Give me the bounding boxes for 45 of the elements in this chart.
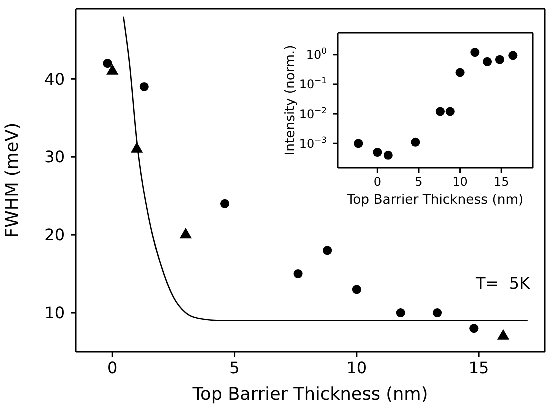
y-tick-label: 10$^{−1}$ [299, 76, 327, 92]
point [140, 82, 149, 92]
x-tick-label: 5 [230, 358, 240, 378]
x-tick-label: 15 [468, 358, 490, 378]
x-tick-label: 10 [452, 174, 468, 189]
x-tick-label: 10 [346, 358, 368, 378]
x-tick-label: 0 [108, 358, 118, 378]
point [106, 64, 119, 75]
point [396, 308, 406, 318]
y-axis-title: Intensity (norm.) [284, 45, 299, 156]
x-tick-label: 0 [374, 174, 382, 189]
point [483, 57, 492, 66]
x-tick-label: 15 [494, 174, 510, 189]
y-tick-label: 40 [44, 70, 65, 89]
point [294, 270, 303, 279]
point [103, 59, 112, 68]
y-tick-label: 20 [44, 226, 65, 245]
y-tick-label: 10$^{−3}$ [299, 134, 327, 151]
point [323, 246, 332, 256]
x-tick-label: 5 [415, 174, 423, 189]
x-axis-title: Top Barrier Thickness (nm) [192, 385, 428, 405]
y-axis-title: FWHM (meV) [3, 122, 24, 238]
point [220, 199, 230, 208]
annotation: T= 5K [476, 274, 530, 293]
point [456, 68, 465, 78]
y-tick-label: 10$^{0}$ [306, 46, 327, 62]
point [508, 51, 518, 60]
y-tick-label: 30 [44, 148, 65, 167]
point [354, 139, 364, 148]
point [470, 324, 479, 334]
y-tick-label: 10 [44, 304, 65, 323]
point [436, 107, 445, 116]
line-series [122, 16, 529, 322]
point [130, 142, 144, 153]
point [384, 150, 393, 160]
point [433, 308, 442, 318]
point [373, 148, 382, 158]
point [470, 48, 480, 58]
y-tick-label: 10$^{−2}$ [299, 105, 327, 122]
x-axis-title: Top Barrier Thickness (nm) [346, 193, 524, 208]
point [446, 107, 455, 116]
point [411, 138, 420, 147]
point [495, 55, 504, 64]
point [352, 285, 362, 294]
point [180, 228, 192, 239]
